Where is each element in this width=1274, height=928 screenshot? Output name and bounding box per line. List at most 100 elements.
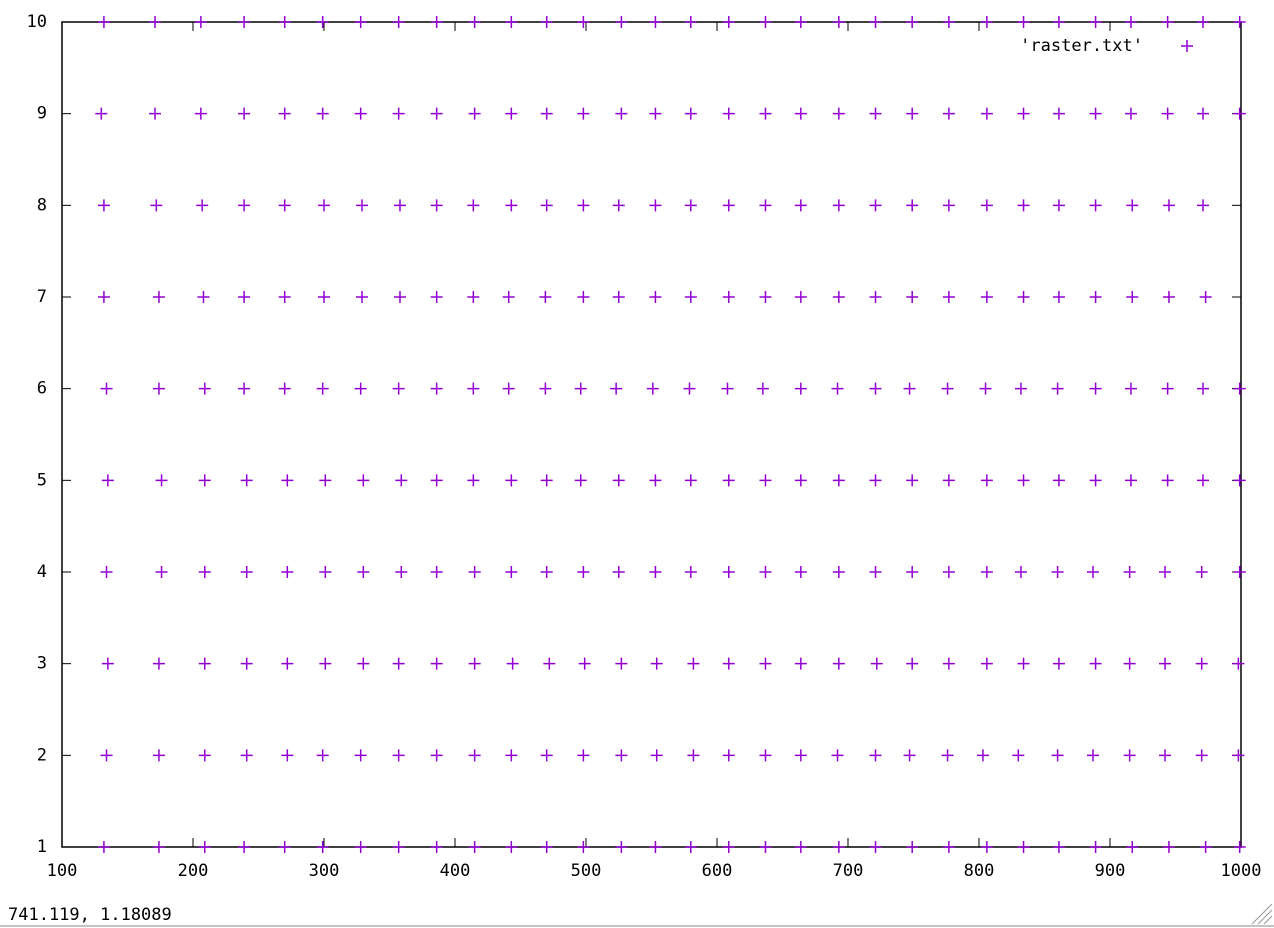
point [543, 657, 556, 670]
point [149, 107, 162, 120]
point [1051, 566, 1064, 578]
point [650, 749, 663, 762]
point [574, 474, 587, 487]
x-tick-label: 1000 [1221, 861, 1262, 881]
point [1233, 566, 1246, 578]
point [976, 749, 989, 762]
point [354, 749, 367, 762]
point [942, 16, 955, 28]
point [684, 566, 697, 578]
point [615, 107, 628, 120]
point [1089, 107, 1102, 120]
point [869, 107, 882, 120]
point [540, 199, 553, 212]
point [832, 474, 845, 487]
resize-grip[interactable] [1251, 903, 1273, 925]
y-tick-label: 3 [37, 654, 47, 674]
point [722, 657, 735, 670]
point [794, 749, 807, 762]
point [1126, 199, 1139, 212]
point [430, 16, 443, 28]
status-coordinates: 741.119, 1.18089 [8, 905, 172, 925]
point [1123, 749, 1136, 762]
point [794, 566, 807, 578]
point [155, 474, 168, 487]
point [942, 107, 955, 120]
point [539, 382, 552, 395]
point [615, 657, 628, 670]
point [906, 291, 919, 303]
point [722, 199, 735, 212]
point [238, 291, 251, 303]
point [649, 474, 662, 487]
y-tick-label: 2 [37, 745, 47, 765]
point [1124, 474, 1137, 487]
point [1089, 841, 1102, 853]
point [468, 841, 481, 853]
point [980, 16, 993, 28]
point [1197, 16, 1210, 28]
point [281, 657, 294, 670]
point [278, 841, 291, 853]
point [1052, 291, 1065, 303]
y-tick-label: 1 [37, 837, 47, 857]
point [278, 16, 291, 28]
point [357, 566, 370, 578]
point [97, 199, 110, 212]
point [906, 107, 919, 120]
point [942, 291, 955, 303]
point [649, 199, 662, 212]
point [430, 841, 443, 853]
point [574, 382, 587, 395]
point [612, 291, 625, 303]
point [392, 382, 405, 395]
point [430, 382, 443, 395]
point [759, 657, 772, 670]
point [869, 566, 882, 578]
point [721, 382, 734, 395]
x-tick-label: 700 [833, 861, 864, 881]
point [278, 291, 291, 303]
point [238, 199, 251, 212]
point [1197, 474, 1210, 487]
y-tick-label: 4 [37, 562, 47, 582]
point [1123, 657, 1136, 670]
point [1161, 107, 1174, 120]
point [577, 566, 590, 578]
point [1017, 199, 1030, 212]
point [906, 474, 919, 487]
x-tick-label: 300 [309, 861, 340, 881]
point [759, 16, 772, 28]
point [1017, 291, 1030, 303]
point [198, 841, 211, 853]
point [198, 382, 211, 395]
point [1197, 382, 1210, 395]
point [1126, 841, 1139, 853]
point [832, 291, 845, 303]
point [794, 382, 807, 395]
point [1232, 657, 1245, 670]
point [980, 474, 993, 487]
point [468, 749, 481, 762]
point [794, 474, 807, 487]
point [1159, 566, 1172, 578]
point [980, 841, 993, 853]
point [1161, 16, 1174, 28]
point [1199, 291, 1212, 303]
point [1197, 199, 1210, 212]
point [1162, 199, 1175, 212]
x-tick-label: 100 [47, 861, 78, 881]
point [355, 199, 368, 212]
point [683, 382, 696, 395]
point [278, 107, 291, 120]
point [615, 749, 628, 762]
point [155, 566, 168, 578]
point [577, 291, 590, 303]
x-tick-label: 800 [964, 861, 995, 881]
plot-border [61, 21, 1242, 848]
point [355, 291, 368, 303]
point [578, 657, 591, 670]
point [906, 199, 919, 212]
point [430, 199, 443, 212]
point [316, 841, 329, 853]
